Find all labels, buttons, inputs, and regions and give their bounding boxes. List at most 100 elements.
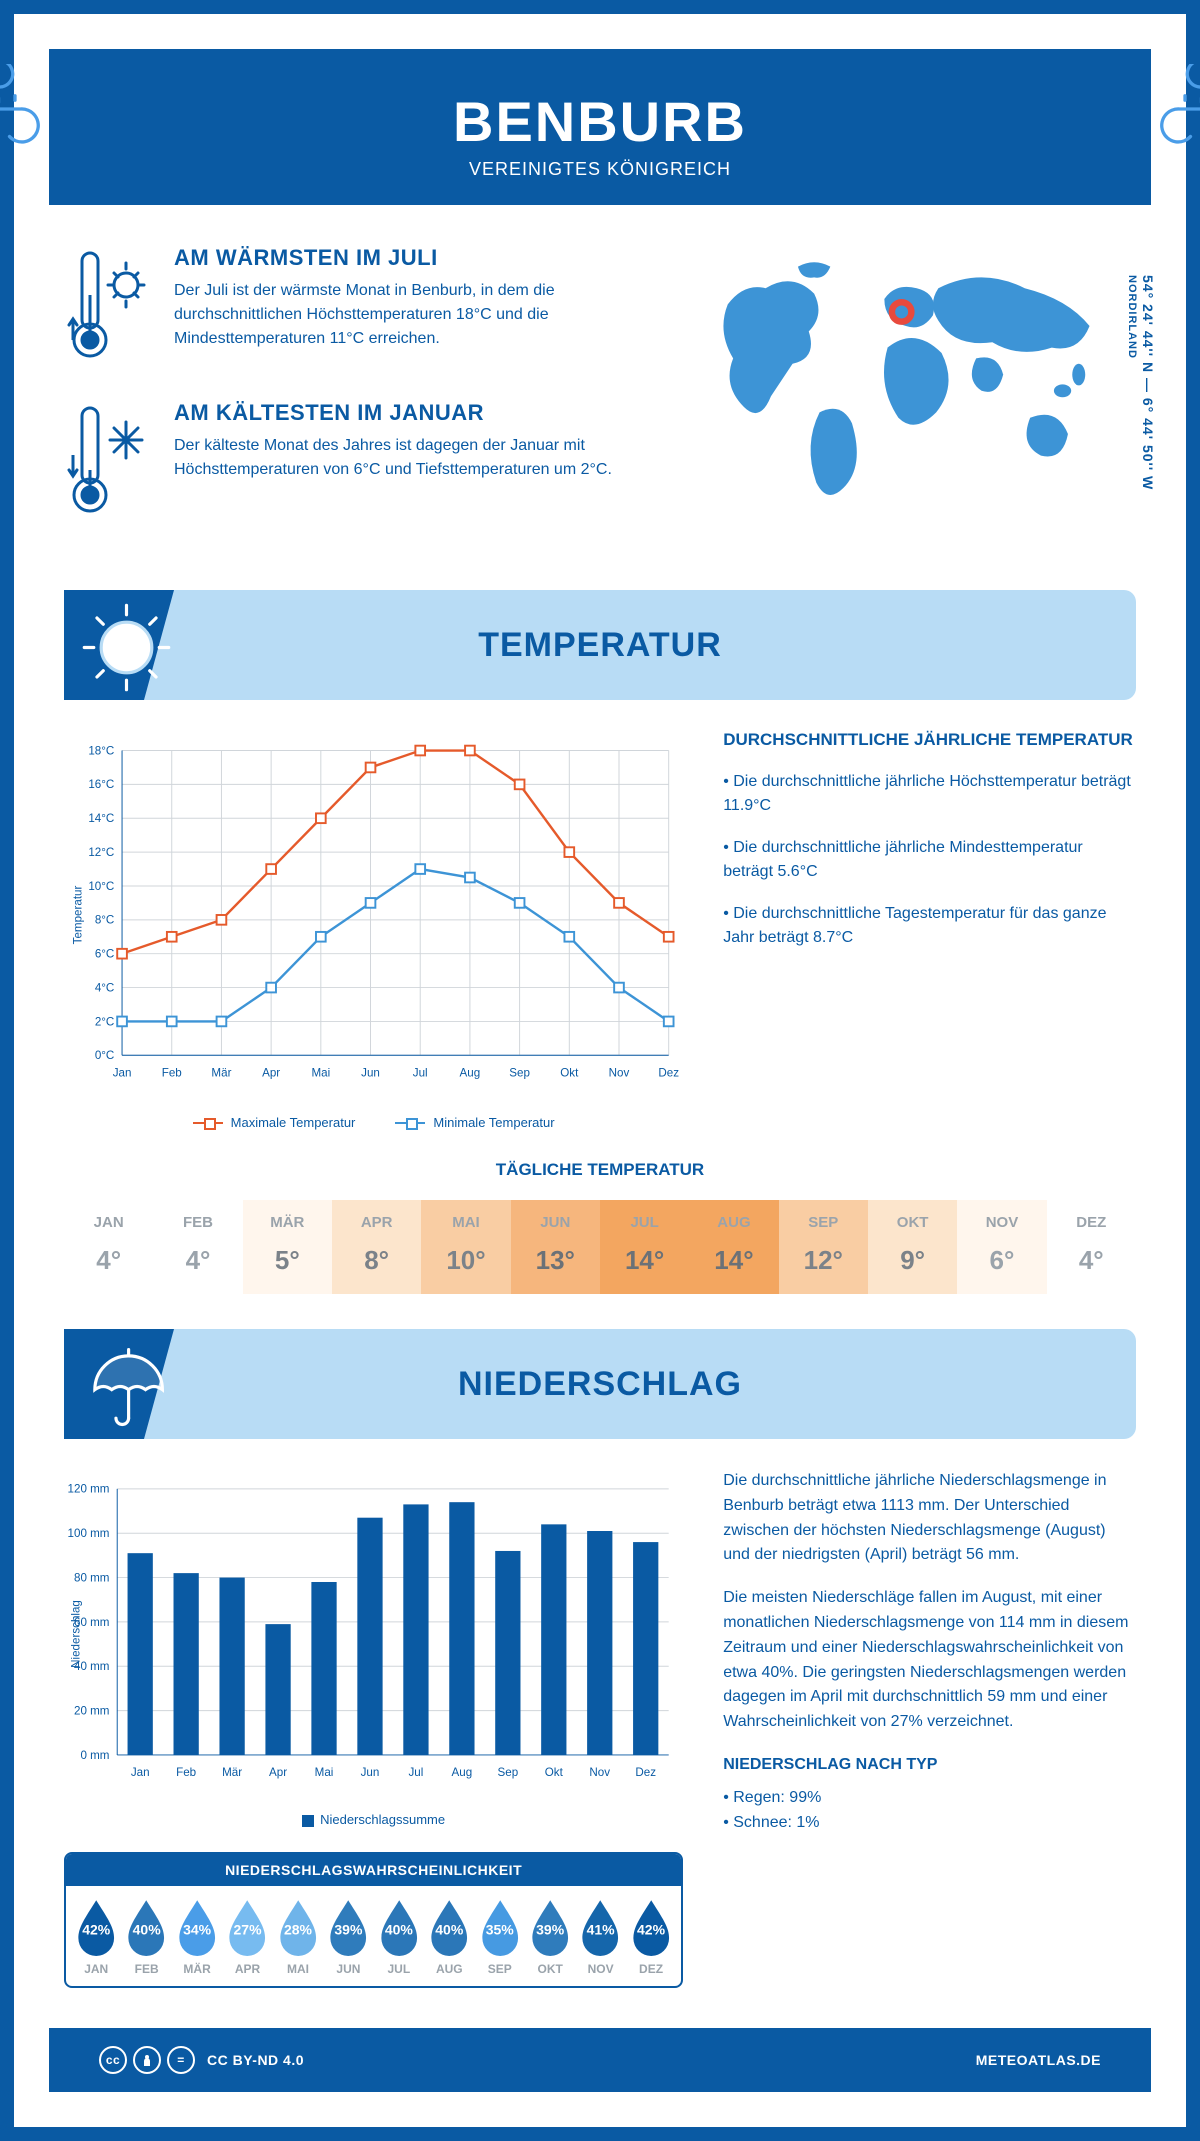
- temp-info: DURCHSCHNITTLICHE JÄHRLICHE TEMPERATUR •…: [723, 730, 1136, 1130]
- svg-text:Aug: Aug: [460, 1067, 481, 1080]
- chart-legend: .legend-item:nth-child(1) .legend-swatch…: [64, 1115, 683, 1130]
- temp-info-heading: DURCHSCHNITTLICHE JÄHRLICHE TEMPERATUR: [723, 730, 1136, 750]
- svg-text:Jan: Jan: [113, 1067, 132, 1080]
- temp-cell: AUG14°: [689, 1200, 778, 1294]
- temp-cell: FEB4°: [153, 1200, 242, 1294]
- umbrella-icon: [79, 1339, 174, 1434]
- svg-text:Dez: Dez: [658, 1067, 679, 1080]
- page-title: BENBURB: [453, 89, 747, 154]
- probability-heading: NIEDERSCHLAGSWAHRSCHEINLICHKEIT: [66, 1854, 681, 1886]
- temp-cell: MAI10°: [421, 1200, 510, 1294]
- svg-text:100 mm: 100 mm: [68, 1527, 110, 1540]
- probability-cell: 40%JUL: [375, 1898, 423, 1976]
- thermometer-snow-icon: [64, 400, 154, 520]
- svg-text:6°C: 6°C: [95, 948, 114, 961]
- page-container: BENBURB VEREINIGTES KÖNIGREICH: [0, 0, 1200, 2141]
- svg-text:Jul: Jul: [413, 1067, 428, 1080]
- temp-bullet-3: • Die durchschnittliche Tagestemperatur …: [723, 902, 1136, 950]
- probability-cell: 35%SEP: [476, 1898, 524, 1976]
- svg-text:Feb: Feb: [162, 1067, 182, 1080]
- svg-text:Mär: Mär: [222, 1766, 242, 1779]
- svg-text:Dez: Dez: [635, 1766, 656, 1779]
- legend-min: Minimale Temperatur: [433, 1115, 554, 1130]
- fact-cold-title: AM KÄLTESTEN IM JANUAR: [174, 400, 647, 426]
- thermometer-sun-icon: [64, 245, 154, 365]
- svg-text:Sep: Sep: [509, 1067, 530, 1080]
- svg-text:18°C: 18°C: [88, 744, 114, 757]
- svg-text:Mai: Mai: [315, 1766, 334, 1779]
- probability-box: NIEDERSCHLAGSWAHRSCHEINLICHKEIT 42%JAN40…: [64, 1852, 683, 1988]
- temp-cell: MÄR5°: [243, 1200, 332, 1294]
- page-subtitle: VEREINIGTES KÖNIGREICH: [453, 159, 747, 180]
- svg-text:2°C: 2°C: [95, 1015, 114, 1028]
- fact-cold-text: Der kälteste Monat des Jahres ist dagege…: [174, 434, 647, 482]
- temp-cell: DEZ4°: [1047, 1200, 1136, 1294]
- wind-icon: [1141, 64, 1200, 154]
- temp-cell: JUN13°: [511, 1200, 600, 1294]
- probability-cell: 42%JAN: [72, 1898, 120, 1976]
- probability-cell: 42%DEZ: [627, 1898, 675, 1976]
- probability-cell: 28%MAI: [274, 1898, 322, 1976]
- svg-text:Aug: Aug: [452, 1766, 473, 1779]
- fact-warmest: AM WÄRMSTEN IM JULI Der Juli ist der wär…: [64, 245, 647, 370]
- svg-text:Okt: Okt: [545, 1766, 564, 1779]
- svg-text:10°C: 10°C: [88, 880, 114, 893]
- temp-bullet-2: • Die durchschnittliche jährliche Mindes…: [723, 836, 1136, 884]
- temperature-line-chart: 0°C 2°C 4°C 6°C 8°C 10°C 12°C 14°C 16°C 18°C Jan Fe…: [64, 730, 683, 1100]
- intro-section: AM WÄRMSTEN IM JULI Der Juli ist der wär…: [64, 245, 1136, 555]
- fact-coldest: AM KÄLTESTEN IM JANUAR Der kälteste Mona…: [64, 400, 647, 525]
- bar-legend: Niederschlagssumme: [64, 1812, 683, 1827]
- precip-type-1: • Regen: 99%: [723, 1786, 1136, 1811]
- temp-cell: SEP12°: [779, 1200, 868, 1294]
- temp-cell: JAN4°: [64, 1200, 153, 1294]
- svg-text:80 mm: 80 mm: [74, 1571, 109, 1584]
- svg-text:Okt: Okt: [560, 1067, 579, 1080]
- svg-text:Temperatur: Temperatur: [71, 886, 84, 945]
- temp-cell: NOV6°: [957, 1200, 1046, 1294]
- section-title-precip: NIEDERSCHLAG: [458, 1365, 742, 1404]
- cc-nd-icon: =: [167, 2046, 195, 2074]
- svg-text:Jun: Jun: [361, 1067, 380, 1080]
- temp-cell: OKT9°: [868, 1200, 957, 1294]
- probability-cell: 39%OKT: [526, 1898, 574, 1976]
- svg-text:Jul: Jul: [409, 1766, 424, 1779]
- probability-cell: 39%JUN: [324, 1898, 372, 1976]
- temp-bullet-1: • Die durchschnittliche jährliche Höchst…: [723, 770, 1136, 818]
- svg-text:Jan: Jan: [131, 1766, 150, 1779]
- fact-warm-text: Der Juli ist der wärmste Monat in Benbur…: [174, 279, 647, 351]
- svg-text:Nov: Nov: [589, 1766, 610, 1779]
- svg-text:8°C: 8°C: [95, 914, 114, 927]
- svg-text:20 mm: 20 mm: [74, 1704, 109, 1717]
- sun-icon: [79, 600, 174, 695]
- probability-cell: 41%NOV: [576, 1898, 624, 1976]
- header: BENBURB VEREINIGTES KÖNIGREICH: [49, 49, 1151, 205]
- temp-cell: JUL14°: [600, 1200, 689, 1294]
- cc-by-icon: [133, 2046, 161, 2074]
- precip-p1: Die durchschnittliche jährliche Niedersc…: [723, 1469, 1136, 1568]
- svg-text:14°C: 14°C: [88, 812, 114, 825]
- world-map: [687, 245, 1136, 515]
- section-header-precip: NIEDERSCHLAG: [64, 1329, 1136, 1439]
- probability-cell: 34%MÄR: [173, 1898, 221, 1976]
- section-title-temp: TEMPERATUR: [478, 626, 722, 665]
- svg-text:Jun: Jun: [361, 1766, 380, 1779]
- precip-p2: Die meisten Niederschläge fallen im Augu…: [723, 1586, 1136, 1735]
- cc-icon: cc: [99, 2046, 127, 2074]
- svg-text:0°C: 0°C: [95, 1049, 114, 1062]
- footer: cc = CC BY-ND 4.0 METEOATLAS.DE: [49, 2028, 1151, 2092]
- svg-text:12°C: 12°C: [88, 846, 114, 859]
- svg-text:Niederschlag: Niederschlag: [69, 1600, 82, 1668]
- precip-text: Die durchschnittliche jährliche Niedersc…: [723, 1469, 1136, 1988]
- license-text: CC BY-ND 4.0: [207, 2052, 304, 2068]
- temp-cell: APR8°: [332, 1200, 421, 1294]
- svg-text:16°C: 16°C: [88, 778, 114, 791]
- svg-text:0 mm: 0 mm: [80, 1749, 109, 1762]
- svg-text:4°C: 4°C: [95, 981, 114, 994]
- probability-cell: 40%AUG: [425, 1898, 473, 1976]
- svg-text:Mai: Mai: [311, 1067, 330, 1080]
- wind-icon: [0, 64, 59, 154]
- fact-warm-title: AM WÄRMSTEN IM JULI: [174, 245, 647, 271]
- svg-text:Feb: Feb: [176, 1766, 196, 1779]
- daily-temp-heading: TÄGLICHE TEMPERATUR: [64, 1160, 1136, 1180]
- probability-cell: 40%FEB: [122, 1898, 170, 1976]
